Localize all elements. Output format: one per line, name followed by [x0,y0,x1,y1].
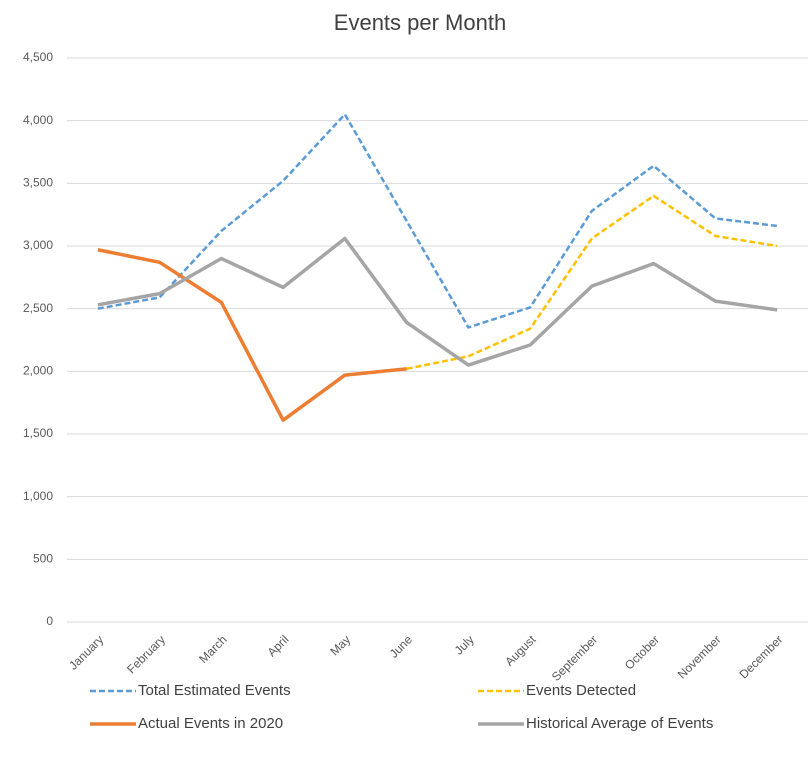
y-tick-label: 0 [46,614,53,628]
x-tick-label: October [622,632,662,672]
x-tick-label: December [736,632,785,681]
x-tick-label: August [502,632,539,669]
y-tick-label: 1,000 [23,489,53,503]
y-tick-label: 3,000 [23,238,53,252]
legend-label: Actual Events in 2020 [138,715,283,732]
x-tick-label: July [452,632,477,657]
x-tick-label: September [549,632,600,683]
series-line [406,194,778,371]
x-tick-label: March [196,632,229,665]
y-tick-label: 2,500 [23,301,53,315]
series-line [97,113,778,329]
chart-title: Events per Month [334,10,506,35]
x-tick-label: May [327,632,353,658]
y-tick-label: 1,500 [23,426,53,440]
x-tick-label: November [675,632,724,681]
legend-label: Total Estimated Events [138,682,291,699]
legend-label: Events Detected [526,682,636,699]
y-tick-label: 500 [33,552,53,566]
series-line [97,248,407,422]
series-line [97,236,778,367]
x-tick-label: April [265,632,292,659]
x-tick-label: January [66,632,106,672]
y-tick-label: 3,500 [23,176,53,190]
y-tick-label: 4,500 [23,50,53,64]
legend-label: Historical Average of Events [526,715,713,732]
x-tick-label: February [124,632,168,676]
y-tick-label: 4,000 [23,113,53,127]
y-tick-label: 2,000 [23,364,53,378]
x-tick-label: June [387,632,416,661]
